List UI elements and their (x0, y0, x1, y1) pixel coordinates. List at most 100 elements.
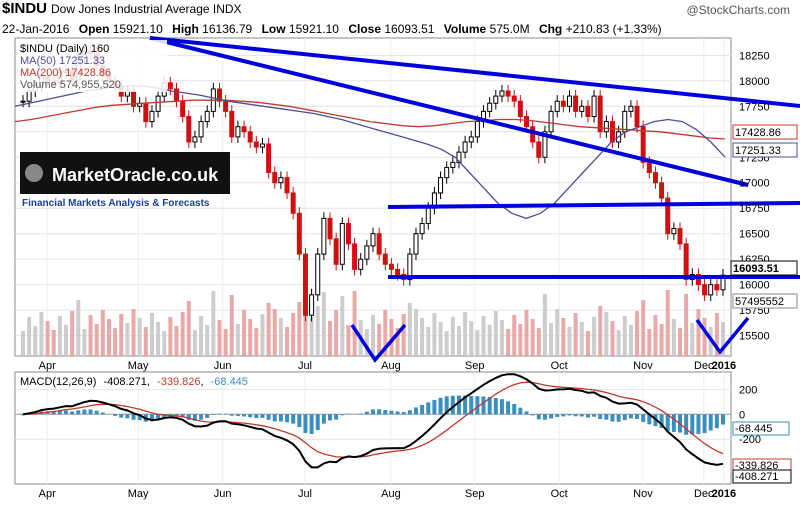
candle-body (253, 141, 259, 148)
volume-bar (156, 322, 161, 356)
macd-hist-tag: -68.445 (735, 423, 772, 435)
macd-hist-tag-box (732, 421, 790, 436)
macd-histogram-bar (229, 414, 234, 416)
macd-histogram-bar (199, 414, 204, 420)
volume-bar (352, 291, 357, 356)
volume-bar (364, 329, 369, 356)
volume-value: 575.0M (489, 22, 530, 36)
volume-bar (635, 311, 640, 356)
volume-bar (524, 310, 529, 356)
volume-bar (401, 314, 406, 356)
volume-bar (530, 319, 535, 356)
close-label: Close (348, 22, 382, 36)
x-tick-label: Jul (298, 360, 312, 372)
candle-body (186, 115, 192, 143)
volume-bar (321, 292, 326, 356)
volume-bar (168, 317, 173, 356)
x-tick-label-macd: Apr (39, 488, 56, 500)
candle-body (652, 172, 658, 184)
low-value: 15921.10 (288, 22, 339, 36)
volume-bar (714, 313, 719, 356)
macd-histogram-bar (721, 414, 725, 425)
macd-histogram-bar (223, 413, 228, 415)
candle-body (382, 253, 388, 265)
macd-histogram-bar (413, 407, 418, 415)
macd-histogram-bar (714, 414, 719, 429)
candle-body (646, 161, 652, 174)
volume-bar (506, 329, 511, 356)
macd-tick-label: 200 (739, 384, 757, 396)
macd-histogram-bar (76, 410, 81, 415)
trendline-channel (149, 36, 749, 187)
macd-panel (14, 371, 732, 485)
candle-body (566, 95, 572, 107)
volume-bar (395, 328, 400, 356)
price-tick-label: 16750 (739, 203, 770, 215)
price-tick-label: 18250 (739, 50, 770, 62)
macd-histogram-bar (371, 409, 375, 415)
candle-body (708, 284, 714, 296)
candle-body (20, 100, 26, 103)
macd-histogram-bar (493, 397, 498, 415)
price-tick-label: 15500 (739, 331, 770, 343)
legend-ma50: MA(50) 17251.33 (20, 55, 105, 67)
trendline-resistance (387, 201, 800, 209)
macd-tick-label: -200 (739, 434, 761, 446)
candle-body (499, 90, 505, 97)
macd-histogram-bar (113, 414, 118, 416)
volume-bar (420, 318, 425, 356)
macd-histogram-bar (671, 414, 676, 432)
macd-histogram-bar (684, 414, 689, 435)
volume-bar (51, 330, 56, 356)
volume-bar (192, 330, 197, 356)
macd-histogram-bar (659, 414, 664, 428)
candle-body (634, 105, 640, 128)
x-tick-label-macd: May (128, 488, 149, 500)
candle-body (665, 197, 671, 235)
volume-bar (377, 324, 382, 356)
candle-body (223, 100, 229, 112)
volume-bar (346, 325, 351, 356)
volume-bar (162, 331, 167, 356)
volume-bar (469, 321, 474, 356)
candle-body (419, 223, 425, 235)
macd-histogram-bar (125, 414, 130, 419)
volume-bar (444, 331, 449, 356)
volume-bar (297, 302, 302, 356)
marketoracle-logo: MarketOracle.co.uk Financial Markets Ana… (20, 152, 230, 209)
volume-bar (260, 314, 265, 356)
macd-histogram-bar (186, 414, 191, 420)
macd-signal-line (22, 381, 724, 458)
candle-body (302, 253, 308, 316)
macd-histogram-bar (708, 414, 713, 431)
volume-bar (113, 328, 118, 356)
chg-label: Chg (538, 22, 563, 36)
high-value: 16136.79 (202, 22, 253, 36)
volume-bar (309, 317, 314, 356)
candle-body (456, 151, 462, 163)
price-legend: $INDU (Daily) 160 MA(50) 17251.33 MA(200… (17, 40, 167, 92)
x-tick-label-macd: Sep (465, 488, 485, 500)
volume-bar (665, 290, 670, 356)
macd-histogram-bar (499, 399, 504, 415)
macd-histogram-bar (395, 411, 400, 415)
macd-histogram-bar (542, 414, 547, 420)
macd-histogram-bar (217, 413, 222, 415)
value-tags: 17428.86 17251.33 16093.51 57495552 -68.… (730, 124, 798, 484)
macd-histogram-bar (328, 414, 333, 421)
open-label: Open (78, 22, 110, 36)
macd-histogram-bar (598, 414, 603, 420)
macd-histogram-bar (278, 414, 283, 422)
volume-bar (493, 311, 498, 356)
candle-body (438, 177, 444, 194)
macd-legend-label: MACD(12,26,9) (20, 376, 96, 388)
candle-body (388, 263, 394, 270)
macd-histogram-bar (309, 414, 314, 435)
volume-tag-box (732, 293, 798, 309)
chg-value: +210.83 (+1.33%) (565, 22, 662, 36)
macd-histogram-bar (463, 395, 468, 415)
volume-bar (45, 321, 50, 356)
ohlc-info-bar: 22-Jan-2016 Open 15921.10 High 16136.79 … (2, 22, 662, 36)
volume-bar (291, 313, 296, 356)
